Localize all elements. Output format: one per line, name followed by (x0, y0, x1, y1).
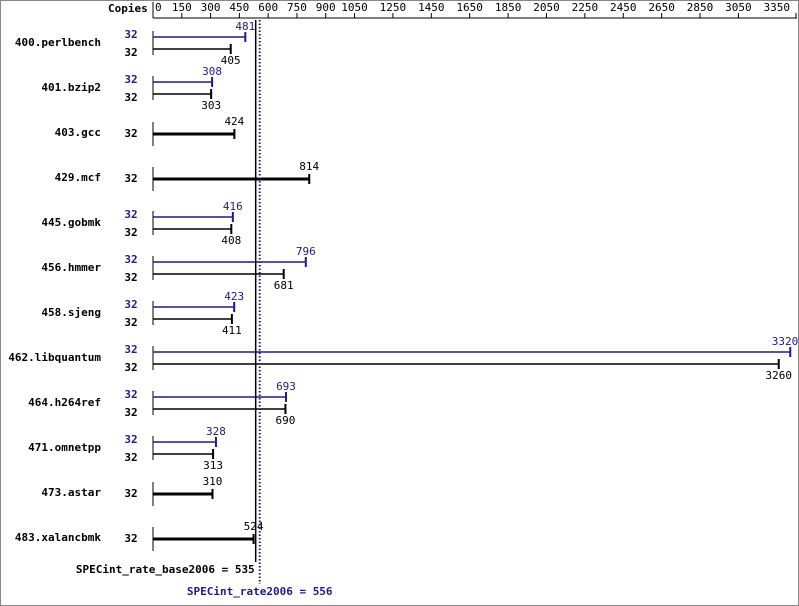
benchmark-name: 462.libquantum (8, 351, 101, 364)
copies-label: 32 (124, 271, 137, 284)
x-tick-label: 750 (287, 1, 307, 14)
value-label: 303 (201, 99, 221, 112)
value-label: 328 (206, 425, 226, 438)
copies-label: 32 (124, 253, 137, 266)
x-tick-label: 150 (172, 1, 192, 14)
copies-label: 32 (124, 91, 137, 104)
value-label: 3320 (772, 335, 799, 348)
x-tick-label: 1250 (380, 1, 407, 14)
value-label: 796 (296, 245, 316, 258)
copies-label: 32 (124, 28, 137, 41)
benchmark-name: 464.h264ref (28, 396, 101, 409)
x-tick-label: 2850 (687, 1, 714, 14)
copies-label: 32 (124, 316, 137, 329)
x-tick-label: 1050 (341, 1, 368, 14)
value-label: 416 (223, 200, 243, 213)
x-tick-label: 450 (229, 1, 249, 14)
value-label: 423 (224, 290, 244, 303)
value-label: 693 (276, 380, 296, 393)
copies-label: 32 (124, 532, 137, 545)
x-tick-label: 1850 (495, 1, 522, 14)
x-tick-label: 2650 (648, 1, 675, 14)
value-label: 681 (274, 279, 294, 292)
value-label: 308 (202, 65, 222, 78)
benchmark-name: 403.gcc (55, 126, 101, 139)
benchmark-name: 456.hmmer (41, 261, 101, 274)
x-tick-label: 600 (258, 1, 278, 14)
x-tick-label: 1650 (456, 1, 483, 14)
copies-label: 32 (124, 388, 137, 401)
value-label: 524 (244, 520, 264, 533)
reference-label: SPECint_rate2006 = 556 (187, 585, 333, 598)
value-label: 481 (235, 20, 255, 33)
copies-label: 32 (124, 343, 137, 356)
copies-label: 32 (124, 127, 137, 140)
benchmark-name: 429.mcf (55, 171, 101, 184)
value-label: 310 (203, 475, 223, 488)
value-label: 411 (222, 324, 242, 337)
benchmark-name: 401.bzip2 (41, 81, 101, 94)
x-tick-label: 300 (201, 1, 221, 14)
copies-label: 32 (124, 208, 137, 221)
copies-label: 32 (124, 361, 137, 374)
benchmark-name: 473.astar (41, 486, 101, 499)
x-tick-label: 3350 (764, 1, 791, 14)
benchmark-name: 471.omnetpp (28, 441, 101, 454)
value-label: 814 (299, 160, 319, 173)
x-tick-label: 1450 (418, 1, 445, 14)
copies-label: 32 (124, 406, 137, 419)
copies-header: Copies (108, 2, 148, 15)
x-tick-label: 3050 (725, 1, 752, 14)
copies-label: 32 (124, 298, 137, 311)
copies-label: 32 (124, 172, 137, 185)
copies-label: 32 (124, 487, 137, 500)
x-tick-label: 0 (155, 1, 162, 14)
benchmark-name: 483.xalancbmk (15, 531, 101, 544)
reference-label: SPECint_rate_base2006 = 535 (76, 563, 255, 576)
value-label: 408 (221, 234, 241, 247)
x-tick-label: 900 (316, 1, 336, 14)
value-label: 690 (276, 414, 296, 427)
value-label: 313 (203, 459, 223, 472)
value-label: 405 (221, 54, 241, 67)
copies-label: 32 (124, 226, 137, 239)
benchmark-name: 400.perlbench (15, 36, 101, 49)
x-tick-label: 2050 (533, 1, 560, 14)
copies-label: 32 (124, 433, 137, 446)
benchmark-name: 458.sjeng (41, 306, 101, 319)
x-tick-label: 2450 (610, 1, 637, 14)
copies-label: 32 (124, 451, 137, 464)
value-label: 3260 (765, 369, 792, 382)
copies-label: 32 (124, 73, 137, 86)
x-tick-label: 2250 (572, 1, 599, 14)
copies-label: 32 (124, 46, 137, 59)
value-label: 424 (224, 115, 244, 128)
benchmark-name: 445.gobmk (41, 216, 101, 229)
